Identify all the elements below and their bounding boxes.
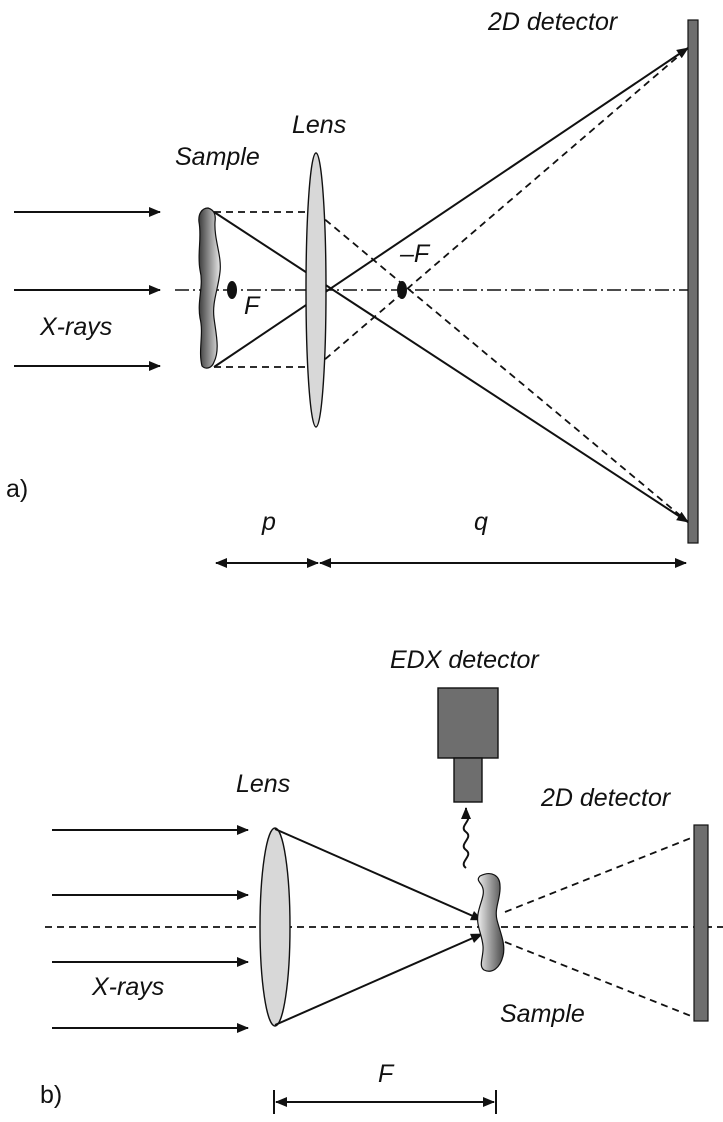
dashed-ray-top-diverging xyxy=(315,211,689,523)
detector-2d-b xyxy=(693,824,709,1022)
lens-a xyxy=(305,152,327,428)
distance-p-label: p xyxy=(261,508,276,536)
edx-detector-body xyxy=(437,687,499,759)
sample-label-a: Sample xyxy=(175,143,260,171)
focal-distance-label: F xyxy=(378,1060,395,1088)
neg-focus-label: –F xyxy=(399,240,431,268)
panel-label-a: a) xyxy=(6,475,28,503)
focal-point-neg-f xyxy=(397,281,407,299)
detector-2d-a xyxy=(687,19,699,544)
panel-label-b: b) xyxy=(40,1081,62,1109)
dashed-ray-bottom-diverging xyxy=(315,47,689,368)
edx-label: EDX detector xyxy=(390,646,540,674)
ray-top-to-bottom xyxy=(213,211,689,523)
lens-label-b: Lens xyxy=(236,770,290,798)
sample-label-b: Sample xyxy=(500,1000,585,1028)
lens-label-a: Lens xyxy=(292,111,346,139)
fluorescence-wave-arrow xyxy=(461,807,471,869)
panel-a: 2D detector Lens Sample F –F X-rays a) p… xyxy=(6,8,699,568)
xrays-label-a: X-rays xyxy=(39,313,112,341)
panel-b: EDX detector Lens 2D detector X-rays Sam… xyxy=(40,646,723,1114)
edx-detector-snout xyxy=(453,757,483,803)
focus-label: F xyxy=(244,292,261,320)
diverging-ray-bottom xyxy=(504,941,697,1019)
detector-label-a: 2D detector xyxy=(487,8,619,36)
distance-q-label: q xyxy=(474,508,488,536)
sample-a xyxy=(198,207,221,369)
focal-point-f xyxy=(227,281,237,299)
xrays-label-b: X-rays xyxy=(91,973,164,1001)
diverging-ray-top xyxy=(504,835,697,913)
ray-bottom-to-top xyxy=(213,47,689,368)
lens-b xyxy=(259,827,291,1027)
converging-ray-top xyxy=(274,828,483,921)
converging-ray-bottom xyxy=(274,933,483,1026)
detector-label-b: 2D detector xyxy=(540,784,672,812)
sample-b xyxy=(477,873,505,972)
